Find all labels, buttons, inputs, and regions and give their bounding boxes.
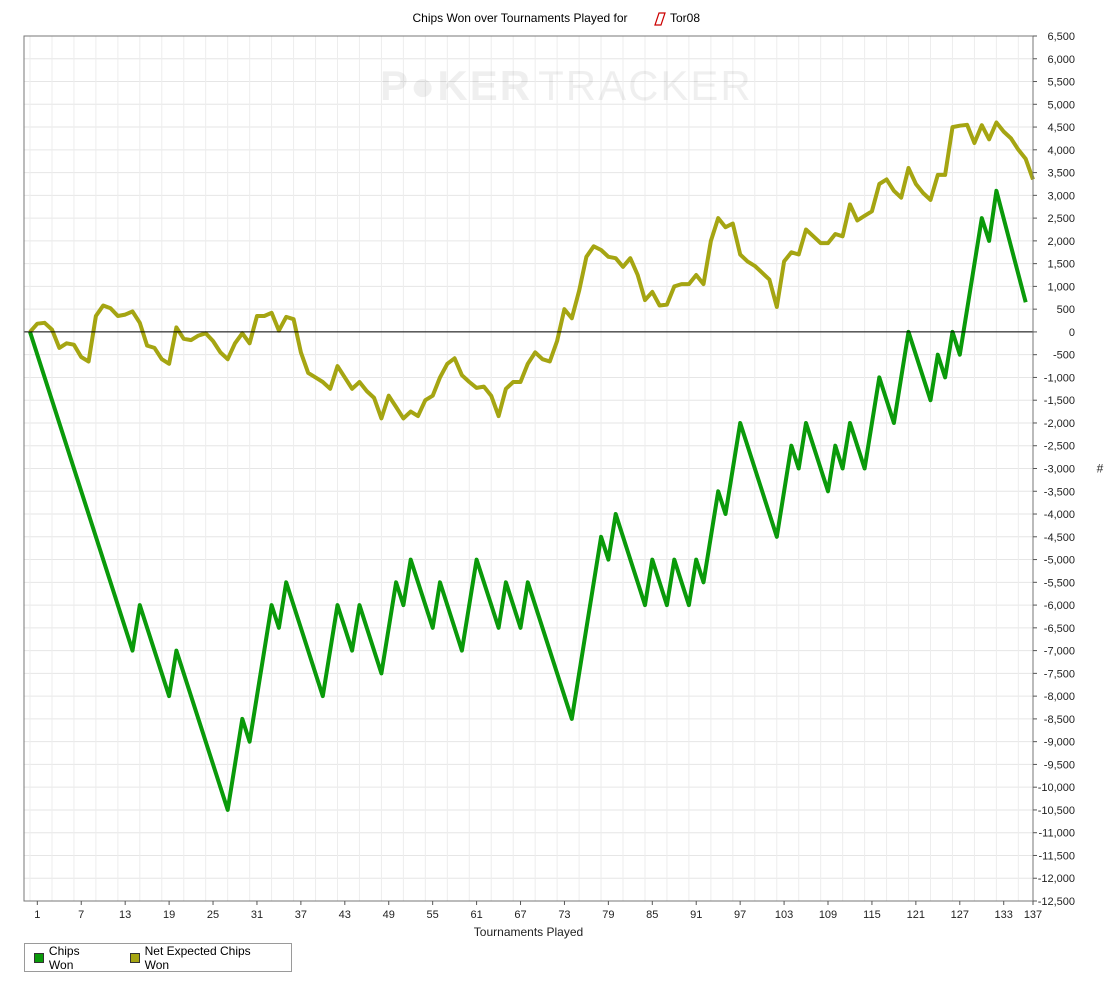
y-tick-label: -500 (1053, 350, 1075, 362)
x-tick-label: 133 (995, 909, 1013, 921)
y-tick-label: -12,000 (1038, 873, 1075, 885)
x-tick-label: 85 (646, 909, 658, 921)
watermark-chip-icon: ● (410, 62, 437, 109)
legend-label-net-expected: Net Expected Chips Won (144, 943, 251, 972)
y-tick-label: -10,000 (1038, 782, 1075, 794)
y-tick-label: 4,500 (1047, 122, 1075, 134)
y-tick-label: -10,500 (1038, 805, 1075, 817)
x-tick-label: 73 (558, 909, 570, 921)
legend-item-net-expected: Net Expected Chips Won (129, 943, 277, 972)
x-tick-label: 115 (863, 909, 881, 921)
x-tick-label: 137 (1024, 909, 1042, 921)
watermark-p: P (380, 62, 410, 109)
y-tick-label: -11,000 (1039, 828, 1076, 840)
y-tick-label: -8,500 (1044, 714, 1075, 726)
y-tick-label: 3,500 (1047, 168, 1075, 180)
y-tick-label: 0 (1069, 327, 1075, 339)
chart-title-text: Chips Won over Tournaments Played for (413, 11, 628, 25)
x-tick-label: 37 (295, 909, 307, 921)
legend-swatch-net-expected (129, 952, 140, 963)
y-tick-label: 4,000 (1047, 145, 1075, 157)
x-tick-label: 31 (251, 909, 263, 921)
watermark-tracker: TRACKER (538, 62, 753, 109)
x-tick-label: 103 (775, 909, 793, 921)
y-tick-label: 3,000 (1047, 190, 1075, 202)
y-tick-label: 2,000 (1047, 236, 1075, 248)
y-tick-label: 1,500 (1047, 259, 1075, 271)
chart-grid (24, 35, 1033, 902)
y-tick-label: -3,500 (1044, 486, 1075, 498)
x-tick-label: 79 (602, 909, 614, 921)
legend-swatch-chips-won (34, 952, 44, 963)
y-tick-label: -11,500 (1039, 850, 1076, 862)
series-lines (28, 120, 1035, 812)
x-tick-label: 121 (907, 909, 925, 921)
watermark-ker: KER (437, 62, 532, 109)
y-tick-label: -4,000 (1044, 509, 1075, 521)
x-tick-label: 1 (34, 909, 40, 921)
legend-item-chips-won: Chips Won (34, 944, 107, 972)
x-axis-title: Tournaments Played (474, 925, 583, 939)
x-tick-label: 97 (734, 909, 746, 921)
y-tick-label: -9,000 (1044, 737, 1075, 749)
y-tick-label: -7,000 (1044, 646, 1075, 658)
y-tick-label: 2,500 (1047, 213, 1075, 225)
x-tick-label: 127 (951, 909, 969, 921)
x-axis: 1 7 13 19 25 31 37 43 49 55 61 67 73 79 85 91 97 103 109 11… (34, 901, 1042, 921)
y-tick-label: 6,500 (1047, 31, 1075, 43)
y-tick-label: -12,500 (1038, 896, 1075, 908)
x-tick-label: 67 (514, 909, 526, 921)
x-tick-label: 55 (427, 909, 439, 921)
y-tick-label: 5,500 (1047, 77, 1075, 89)
legend-label-chips-won: Chips Won (48, 943, 80, 972)
series-line-net-expected-chips-won (28, 120, 1035, 421)
y-tick-label: -2,500 (1044, 441, 1075, 453)
y-tick-label: -5,500 (1044, 577, 1075, 589)
y-tick-label: 1,000 (1047, 281, 1075, 293)
x-tick-label: 43 (339, 909, 351, 921)
y-tick-label: -6,500 (1044, 623, 1075, 635)
site-icon-shape (654, 12, 666, 26)
player-name: Tor08 (670, 11, 700, 25)
x-tick-label: 25 (207, 909, 219, 921)
y-tick-label: -3,000 (1044, 464, 1075, 476)
x-tick-label: 13 (119, 909, 131, 921)
y-axis-title: # (1097, 462, 1104, 476)
pokertracker-watermark: P●KER TRACKER (380, 62, 753, 109)
y-tick-label: -4,500 (1044, 532, 1075, 544)
series-line-chips-won (28, 188, 1028, 812)
y-axis: -12,500 -12,000 -11,500 -11,000 -10,500 -10,0… (1033, 31, 1075, 908)
x-tick-label: 19 (163, 909, 175, 921)
y-tick-label: 500 (1057, 304, 1075, 316)
y-tick-label: -2,000 (1044, 418, 1075, 430)
y-tick-label: -7,500 (1044, 668, 1075, 680)
chart-legend: Chips Won Net Expected Chips Won (24, 943, 292, 972)
x-tick-label: 109 (819, 909, 837, 921)
y-tick-label: -1,000 (1044, 372, 1075, 384)
y-tick-label: -1,500 (1044, 395, 1075, 407)
y-tick-label: 6,000 (1047, 54, 1075, 66)
x-tick-label: 61 (470, 909, 482, 921)
x-tick-label: 49 (383, 909, 395, 921)
y-tick-label: -8,000 (1044, 691, 1075, 703)
x-tick-label: 91 (690, 909, 702, 921)
player-site-icon (654, 12, 666, 26)
y-tick-label: -6,000 (1044, 600, 1075, 612)
x-tick-label: 7 (78, 909, 84, 921)
y-tick-label: -9,500 (1044, 759, 1075, 771)
chart-title: Chips Won over Tournaments Played for (413, 11, 628, 25)
y-tick-label: 5,000 (1047, 99, 1075, 111)
y-tick-label: -5,000 (1044, 555, 1075, 567)
